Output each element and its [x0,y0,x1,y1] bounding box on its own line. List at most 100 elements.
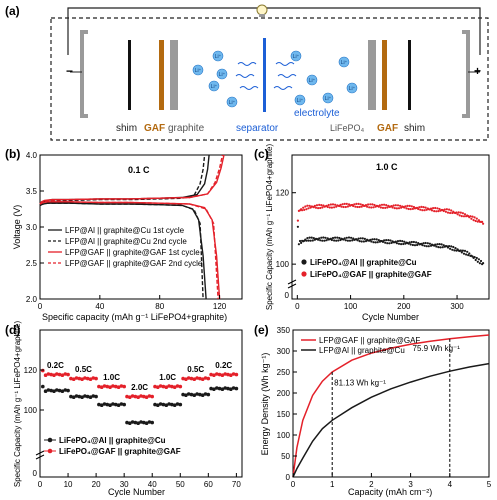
legend-entry: LFP@GAF || graphite@GAF 2nd cycle [65,259,203,268]
point-c [390,241,393,244]
point-c [450,245,453,248]
point-c [426,242,429,245]
point-c [470,217,473,220]
point-d [136,421,140,426]
point-c [296,225,299,228]
point-c [457,211,460,214]
point-c [301,209,304,212]
shim-left [128,40,131,110]
gaf-left [159,40,164,110]
li-ion-label: Li⁺ [211,84,218,90]
point-d [153,384,157,389]
ytick-label: 3.0 [26,223,38,232]
point-c [421,209,424,212]
point-c [318,203,321,206]
point-c [463,249,467,252]
gaf-right [382,40,387,110]
point-d [226,372,230,377]
point-c [438,243,441,246]
point-d [215,386,219,390]
point-c [458,214,461,217]
xtick-label: 3 [408,480,413,489]
li-ions: Li⁺Li⁺Li⁺Li⁺Li⁺Li⁺Li⁺Li⁺Li⁺Li⁺Li⁺ [192,50,358,108]
point-c [408,204,411,207]
point-d [158,402,163,406]
point-c [366,205,369,208]
point-c [469,215,472,218]
point-d [144,421,149,426]
legend-entry: LFP@Al || graphite@Cu 2nd cycle [65,237,187,246]
li-ion-label: Li⁺ [293,54,300,60]
ytick-label: 50 [281,452,290,461]
point-c [474,258,477,262]
point-c [392,204,395,207]
xlabel-c: Cycle Number [362,312,419,322]
point-c [468,252,471,255]
point-d [178,402,183,407]
point-c [462,215,466,218]
rate-label-c: 1.0 C [376,162,398,172]
li-ion-icon [226,96,238,108]
point-d [85,394,90,399]
point-d [122,402,126,407]
point-c [460,251,463,254]
point-d [142,420,146,425]
point-c [358,205,361,209]
legend-b: LFP@Al || graphite@Cu 1st cycle LFP@Al ||… [48,226,203,268]
point-c [325,239,328,242]
point-d [231,372,236,376]
ytick-label: 0 [286,473,291,482]
point-d [226,386,230,391]
point-c [411,207,414,210]
point-c [341,203,344,206]
point-c [388,242,391,245]
point-d [69,376,73,381]
point-c [313,204,316,207]
point-d [150,394,154,399]
plot-frame-d [39,329,243,478]
bulb-base [259,14,265,17]
point-d [234,386,239,391]
point-c [305,208,308,211]
point-c [443,208,446,211]
xtick-label: 60 [204,480,213,489]
xtick-label: 0 [291,480,296,489]
point-c [430,209,434,212]
legend-marker [47,448,53,454]
point-c [471,215,474,218]
point-d [181,392,185,397]
point-c [411,243,414,247]
xtick-label: 1 [330,480,335,489]
point-c [482,222,485,225]
point-d [203,392,208,396]
li-ion-icon [212,50,224,62]
point-d [74,394,79,398]
ytick-label: 100 [24,406,38,415]
point-c [333,239,336,242]
point-c [308,204,311,207]
xticks-b: 0 40 80 120 [38,295,227,311]
point-d [41,384,45,389]
point-c [327,203,330,207]
point-c [472,219,475,222]
point-d [99,403,104,408]
point-c [344,205,347,209]
xtick-label: 5 [487,480,492,489]
point-c [360,240,363,243]
point-c [350,236,353,239]
point-c [367,203,370,206]
separator [263,38,266,112]
point-c [400,243,403,246]
shim-right [408,40,411,110]
point-d [161,402,166,407]
point-c [323,239,326,242]
point-c [437,210,440,213]
legend-c: LiFePO₄@Al || graphite@Cu LiFePO₄@GAF || … [301,258,432,279]
ytick-label: 0 [285,291,290,300]
point-d [83,376,87,380]
point-d [136,395,140,400]
point-d [49,388,53,393]
point-c [436,243,439,246]
point-c [326,205,329,209]
